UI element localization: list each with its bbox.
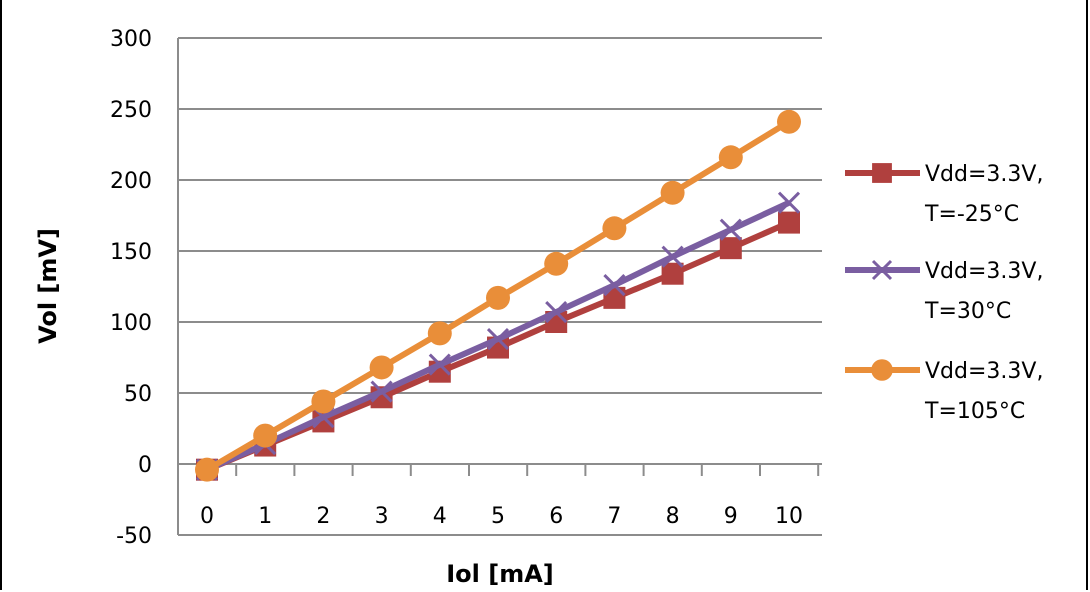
x-tick-label: 5 (491, 504, 505, 529)
x-tick-label: 7 (607, 504, 621, 529)
data-point (661, 262, 684, 285)
y-tick-label: 50 (124, 382, 152, 407)
data-point (777, 191, 801, 214)
data-point (719, 218, 742, 241)
legend-label: Vdd=3.3V, (925, 259, 1043, 284)
data-point (544, 251, 569, 276)
y-tick-label: 250 (110, 98, 152, 123)
data-point (603, 274, 626, 297)
x-tick-label: 9 (724, 504, 738, 529)
y-tick-label: 300 (110, 27, 152, 52)
legend-item: Vdd=3.3V, T=-25°C (845, 162, 1043, 227)
y-tick-label: 100 (110, 311, 152, 336)
x-tick-label: 0 (200, 504, 214, 529)
legend-item: Vdd=3.3V, T=105°C (845, 359, 1043, 424)
data-point (661, 245, 684, 268)
series-3 (195, 109, 801, 482)
x-tick-label: 4 (433, 504, 447, 529)
data-point (660, 180, 685, 205)
data-point (253, 423, 278, 448)
legend-item: Vdd=3.3V, T=30°C (845, 259, 1043, 324)
x-tick-label: 2 (316, 504, 330, 529)
data-point (369, 355, 394, 380)
legend-label: T=105°C (924, 399, 1025, 424)
data-point (427, 321, 452, 346)
data-point (871, 359, 893, 381)
series-line (205, 199, 791, 473)
data-point (719, 237, 742, 260)
x-tick-label: 6 (549, 504, 563, 529)
x-tick-label: 10 (775, 504, 803, 529)
legend-label: T=-25°C (924, 202, 1019, 227)
legend-label: Vdd=3.3V, (925, 162, 1043, 187)
data-point (370, 380, 393, 403)
x-tick-label: 8 (666, 504, 680, 529)
y-axis-title: Vol [mV] (34, 228, 62, 344)
legend: Vdd=3.3V,T=-25°CVdd=3.3V,T=30°CVdd=3.3V,… (845, 162, 1043, 424)
data-point (311, 389, 336, 414)
x-tick-label: 1 (258, 504, 272, 529)
data-point (777, 109, 801, 134)
x-tick-label: 3 (375, 504, 389, 529)
legend-label: Vdd=3.3V, (925, 359, 1043, 384)
series-2 (195, 191, 801, 481)
x-tick-labels: 0 1 2 3 4 5 6 7 8 9 10 (200, 504, 803, 529)
data-point (871, 259, 893, 281)
axes (177, 38, 822, 535)
data-point (872, 163, 892, 183)
series-group (195, 109, 801, 482)
y-tick-labels: -50 0 50 100 150 200 250 300 (110, 27, 152, 549)
y-tick-label: 0 (138, 453, 152, 478)
data-point (486, 327, 510, 351)
data-point (545, 300, 568, 324)
x-axis-title: Iol [mA] (446, 560, 554, 588)
data-point (486, 285, 510, 310)
legend-label: T=30°C (924, 299, 1011, 324)
data-point (602, 216, 627, 241)
data-point (718, 145, 743, 170)
data-point (428, 353, 451, 376)
data-point (195, 457, 219, 482)
data-point (778, 211, 800, 234)
y-tick-label: -50 (116, 524, 152, 549)
y-tick-label: 200 (110, 169, 152, 194)
y-tick-label: 150 (110, 240, 152, 265)
